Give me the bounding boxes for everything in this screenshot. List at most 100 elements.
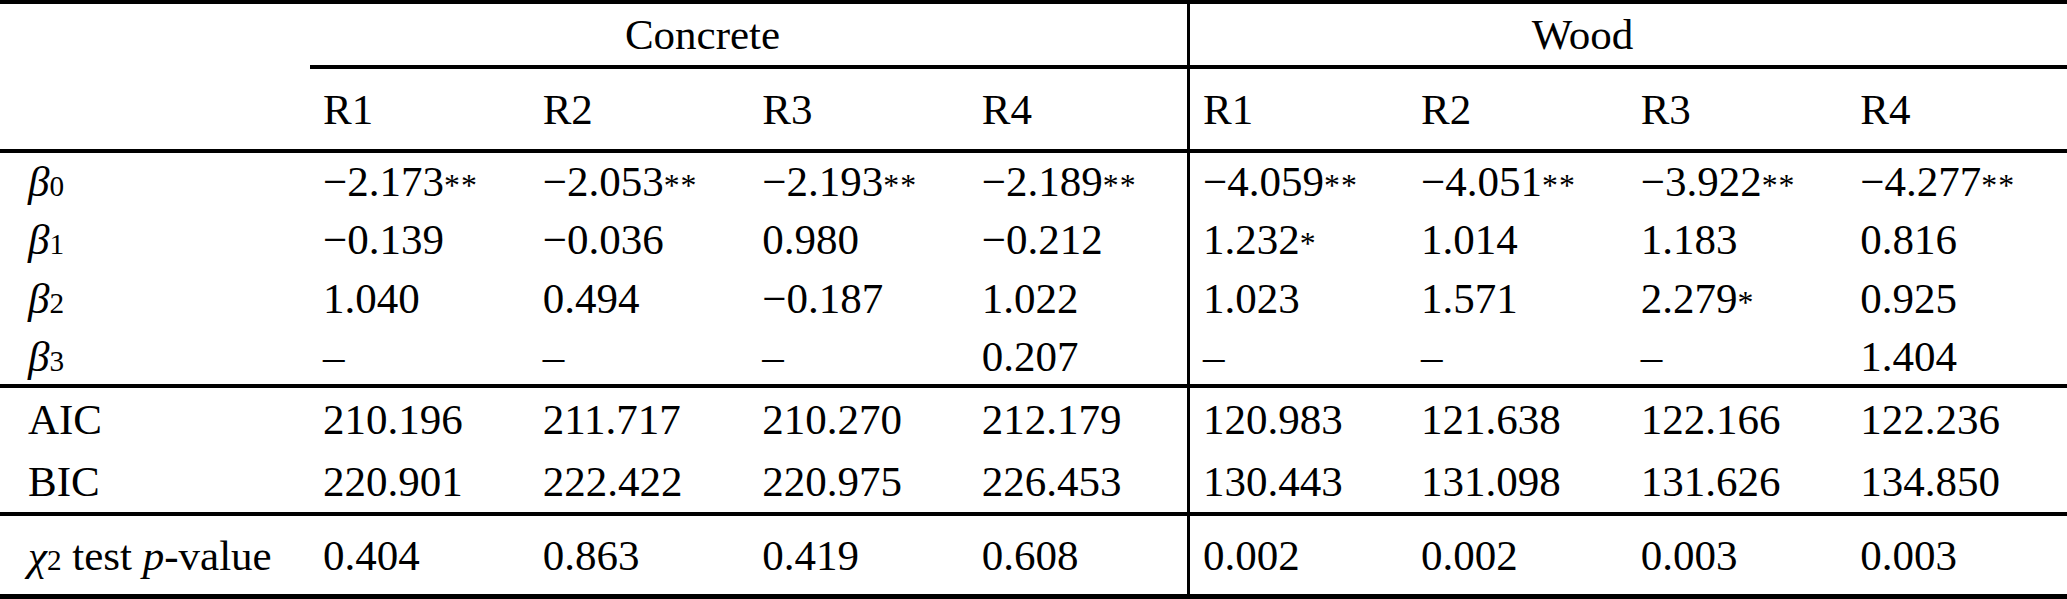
cell: 0.002 [1188,514,1408,596]
cell-value: – [1641,333,1663,380]
cell: 0.207 [969,328,1189,387]
cell-value: – [1421,333,1443,380]
beta-symbol: β [28,275,49,322]
subheader-wood-r3: R3 [1628,67,1848,151]
cell: 0.003 [1628,514,1848,596]
cell-value: −0.187 [762,275,883,322]
row-beta0: β0 −2.173** −2.053** −2.193** −2.189** −… [0,151,2067,210]
label-word-test: test [72,532,132,579]
cell: 1.571 [1408,269,1628,328]
cell-value: 1.014 [1421,216,1518,263]
cell: 122.166 [1628,386,1848,450]
cell-value: – [323,333,345,380]
cell-value: 0.980 [762,216,859,263]
cell: 210.270 [749,386,969,450]
cell-value: 1.404 [1860,333,1957,380]
significance-stars: ** [1762,168,1796,203]
significance-stars: * [1737,285,1754,320]
row-aic: AIC 210.196 211.717 210.270 212.179 120.… [0,386,2067,450]
cell: 1.404 [1847,328,2067,387]
significance-stars: ** [664,168,698,203]
chi-exponent: 2 [47,544,62,576]
cell-value: −0.212 [982,216,1103,263]
group-header-row: Concrete Wood [0,2,2067,67]
cell-value: 1.571 [1421,275,1518,322]
cell-value: 1.040 [323,275,420,322]
cell: 212.179 [969,386,1189,450]
subheader-concrete-r1: R1 [310,67,530,151]
row-label-bic: BIC [0,450,310,514]
cell: 0.494 [530,269,750,328]
significance-stars: ** [444,168,478,203]
cell: 220.901 [310,450,530,514]
row-beta2: β2 1.040 0.494 −0.187 1.022 1.023 1.571 … [0,269,2067,328]
cell: 0.816 [1847,210,2067,269]
cell-value: −4.059 [1203,158,1324,205]
group-header-wood: Wood [1188,2,2067,67]
cell: 1.040 [310,269,530,328]
cell: 220.975 [749,450,969,514]
cell: 0.608 [969,514,1189,596]
cell-value: −0.036 [543,216,664,263]
beta-subscript: 2 [49,287,64,319]
row-chi-square-p-value: χ2 test p-value 0.404 0.863 0.419 0.608 … [0,514,2067,596]
cell-value: 1.232 [1203,216,1300,263]
cell: 0.925 [1847,269,2067,328]
cell-value: −2.173 [323,158,444,205]
cell: −3.922** [1628,151,1848,210]
cell: 226.453 [969,450,1189,514]
beta-symbol: β [28,216,49,263]
beta-subscript: 1 [49,228,64,260]
cell-value: −3.922 [1641,158,1762,205]
row-label-aic: AIC [0,386,310,450]
cell: −2.173** [310,151,530,210]
cell: 0.003 [1847,514,2067,596]
beta-subscript: 0 [49,170,64,202]
row-beta3: β3 – – – 0.207 – – – 1.404 [0,328,2067,387]
cell: 0.980 [749,210,969,269]
cell-value: 0.816 [1860,216,1957,263]
cell: 131.626 [1628,450,1848,514]
cell: −4.051** [1408,151,1628,210]
beta-symbol: β [28,158,49,205]
row-beta1: β1 −0.139 −0.036 0.980 −0.212 1.232* 1.0… [0,210,2067,269]
cell-value: 2.279 [1641,275,1738,322]
cell: −0.187 [749,269,969,328]
significance-stars: ** [1103,168,1137,203]
cell-value: – [762,333,784,380]
cell: 122.236 [1847,386,2067,450]
cell: −2.053** [530,151,750,210]
row-label-beta3: β3 [0,328,310,387]
cell: 2.279* [1628,269,1848,328]
chi-symbol: χ [28,532,47,579]
significance-stars: ** [1981,168,2015,203]
cell: 1.232* [1188,210,1408,269]
cell: 1.183 [1628,210,1848,269]
regression-results-table: Concrete Wood R1 R2 R3 R4 R1 R2 R3 R4 β0… [0,0,2067,599]
row-label-beta2: β2 [0,269,310,328]
cell-value: – [1203,333,1225,380]
p-symbol: p [143,532,165,579]
cell-value: −2.053 [543,158,664,205]
cell: – [1408,328,1628,387]
cell: 211.717 [530,386,750,450]
cell: – [1188,328,1408,387]
cell: −4.277** [1847,151,2067,210]
cell-value: 1.183 [1641,216,1738,263]
cell: 120.983 [1188,386,1408,450]
row-label-beta0: β0 [0,151,310,210]
significance-stars: ** [1324,168,1358,203]
cell: 130.443 [1188,450,1408,514]
cell-value: −2.193 [762,158,883,205]
subheader-wood-r2: R2 [1408,67,1628,151]
cell: 1.022 [969,269,1189,328]
subheader-wood-r4: R4 [1847,67,2067,151]
beta-subscript: 3 [49,345,64,377]
row-label-beta1: β1 [0,210,310,269]
cell: −2.189** [969,151,1189,210]
model-header-row: R1 R2 R3 R4 R1 R2 R3 R4 [0,67,2067,151]
cell: −0.212 [969,210,1189,269]
cell: 0.002 [1408,514,1628,596]
cell-value: 0.925 [1860,275,1957,322]
cell: 0.419 [749,514,969,596]
